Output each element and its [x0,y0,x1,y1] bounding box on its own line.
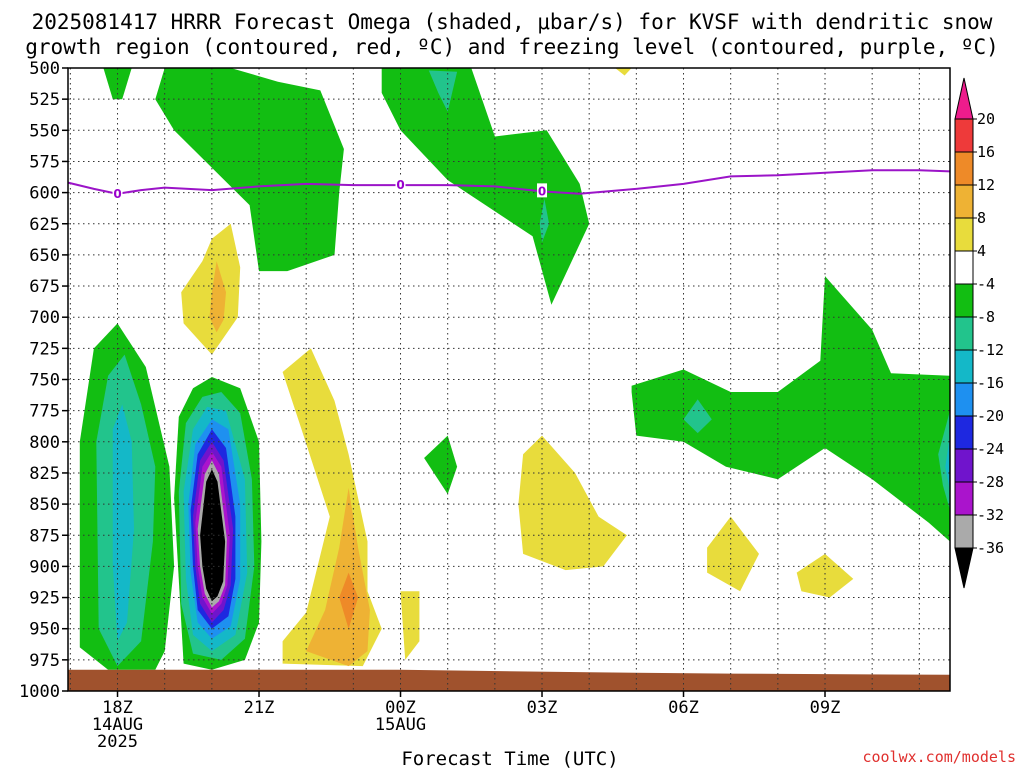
colorbar-swatch [954,316,974,351]
colorbar-swatch [954,481,974,516]
omega-region-18 [938,410,950,511]
colorbar-swatch [954,382,974,417]
freezing-level-label: 0 [113,187,121,201]
y-tick-label: 500 [29,59,60,79]
y-tick-label: 750 [29,371,60,391]
omega-region-12 [424,435,458,495]
colorbar-label: -36 [977,539,1004,557]
x-tick-label: 09Z [810,698,841,718]
omega-region-15 [796,553,854,598]
colorbar-swatch [954,514,974,549]
omega-region-5 [539,198,550,243]
y-tick-label: 700 [29,308,60,328]
x-tick-label: 06Z [668,698,699,718]
y-tick-label: 825 [29,464,60,484]
colorbar-label: -28 [977,473,1004,491]
y-tick-label: 850 [29,495,60,515]
terrain-polygon [68,669,950,691]
y-tick-label: 925 [29,589,60,609]
omega-region-17 [683,399,712,434]
colorbar-label: -20 [977,407,1004,425]
y-tick-label: 625 [29,215,60,235]
y-tick-label: 900 [29,557,60,577]
colorbar-swatch [954,283,974,318]
omega-region-1 [155,68,344,272]
colorbar-swatch [954,415,974,450]
colorbar-swatch [954,250,974,285]
omega-region-19 [945,435,950,492]
omega-region-10 [306,487,370,667]
x-axis-title: Forecast Time (UTC) [401,748,618,768]
y-tick-label: 875 [29,526,60,546]
y-tick-label: 725 [29,339,60,359]
x-tick-label: 21Z [244,698,275,718]
y-axis-tick-labels: 500 525 550 575 600 625 650 675 700 725 750 775 800 8… [19,59,68,702]
y-tick-label: 675 [29,277,60,297]
x-tick-label: 14AUG [92,715,143,735]
omega-region-9 [400,591,420,660]
omega-region-3 [615,68,632,76]
omega-region-14 [707,516,759,592]
omega-region-7 [209,261,226,333]
color-legend: 20 16 12 8 4 -4 -8 -12 -16 -20 -24 -28 -32 -36 [954,77,1004,589]
colorbar-top-arrow [954,77,974,120]
y-tick-label: 575 [29,152,60,172]
freezing-level-label: 0 [396,178,404,192]
colorbar-label: -12 [977,341,1004,359]
colorbar-swatch [954,217,974,252]
colorbar-swatch [954,448,974,483]
y-tick-label: 600 [29,184,60,204]
freezing-label-bg-1 [395,177,406,192]
omega-region-16 [631,276,950,542]
omega-region-6 [181,223,241,355]
omega-region-11 [339,572,359,629]
y-tick-label: 1000 [19,682,60,702]
colorbar-label: -16 [977,374,1004,392]
colorbar-swatch [954,349,974,384]
x-tick-label: 03Z [527,698,558,718]
colorbar-label: 16 [977,143,995,161]
x-tick-label: 00Z [385,698,416,718]
chart-title-line-1: 2025081417 HRRR Forecast Omega (shaded, … [32,10,993,34]
omega-region-13 [518,435,627,571]
x-tick-label: 18Z [102,698,133,718]
colorbar-swatch [954,184,974,219]
freezing-label-bg-0 [112,185,123,200]
site-credit: coolwx.com/models [862,748,1016,766]
y-tick-label: 975 [29,651,60,671]
omega-region-22 [112,404,134,642]
colorbar-swatch [954,151,974,186]
y-tick-label: 550 [29,121,60,141]
y-tick-label: 525 [29,90,60,110]
omega-region-31 [200,469,226,602]
colorbar-label: 20 [977,110,995,128]
colorbar-label: -24 [977,440,1004,458]
x-tick-label: 2025 [97,732,138,752]
chart-title-line-2: growth region (contoured, red, ºC) and f… [25,35,999,59]
x-tick-label: 15AUG [375,715,426,735]
terrain-fill [68,669,950,691]
colorbar-label: -4 [977,275,995,293]
freezing-level-line [67,169,951,195]
y-tick-label: 650 [29,246,60,266]
y-tick-label: 800 [29,433,60,453]
freezing-level-label: 0 [538,184,546,198]
colorbar-label: 12 [977,176,995,194]
freezing-label-bg-2 [537,183,548,198]
omega-region-4 [428,70,458,112]
colorbar-label: 8 [977,209,986,227]
y-tick-label: 950 [29,620,60,640]
grid-lines [68,68,950,691]
colorbar-label: -32 [977,506,1004,524]
colorbar-label: -8 [977,308,995,326]
freezing-level-contour: 0 0 0 [67,169,951,201]
y-tick-label: 775 [29,402,60,422]
colorbar-swatch [954,118,974,153]
colorbar-bottom-arrow [954,547,974,589]
colorbar-label: 4 [977,242,986,260]
omega-shaded-regions [79,68,950,670]
